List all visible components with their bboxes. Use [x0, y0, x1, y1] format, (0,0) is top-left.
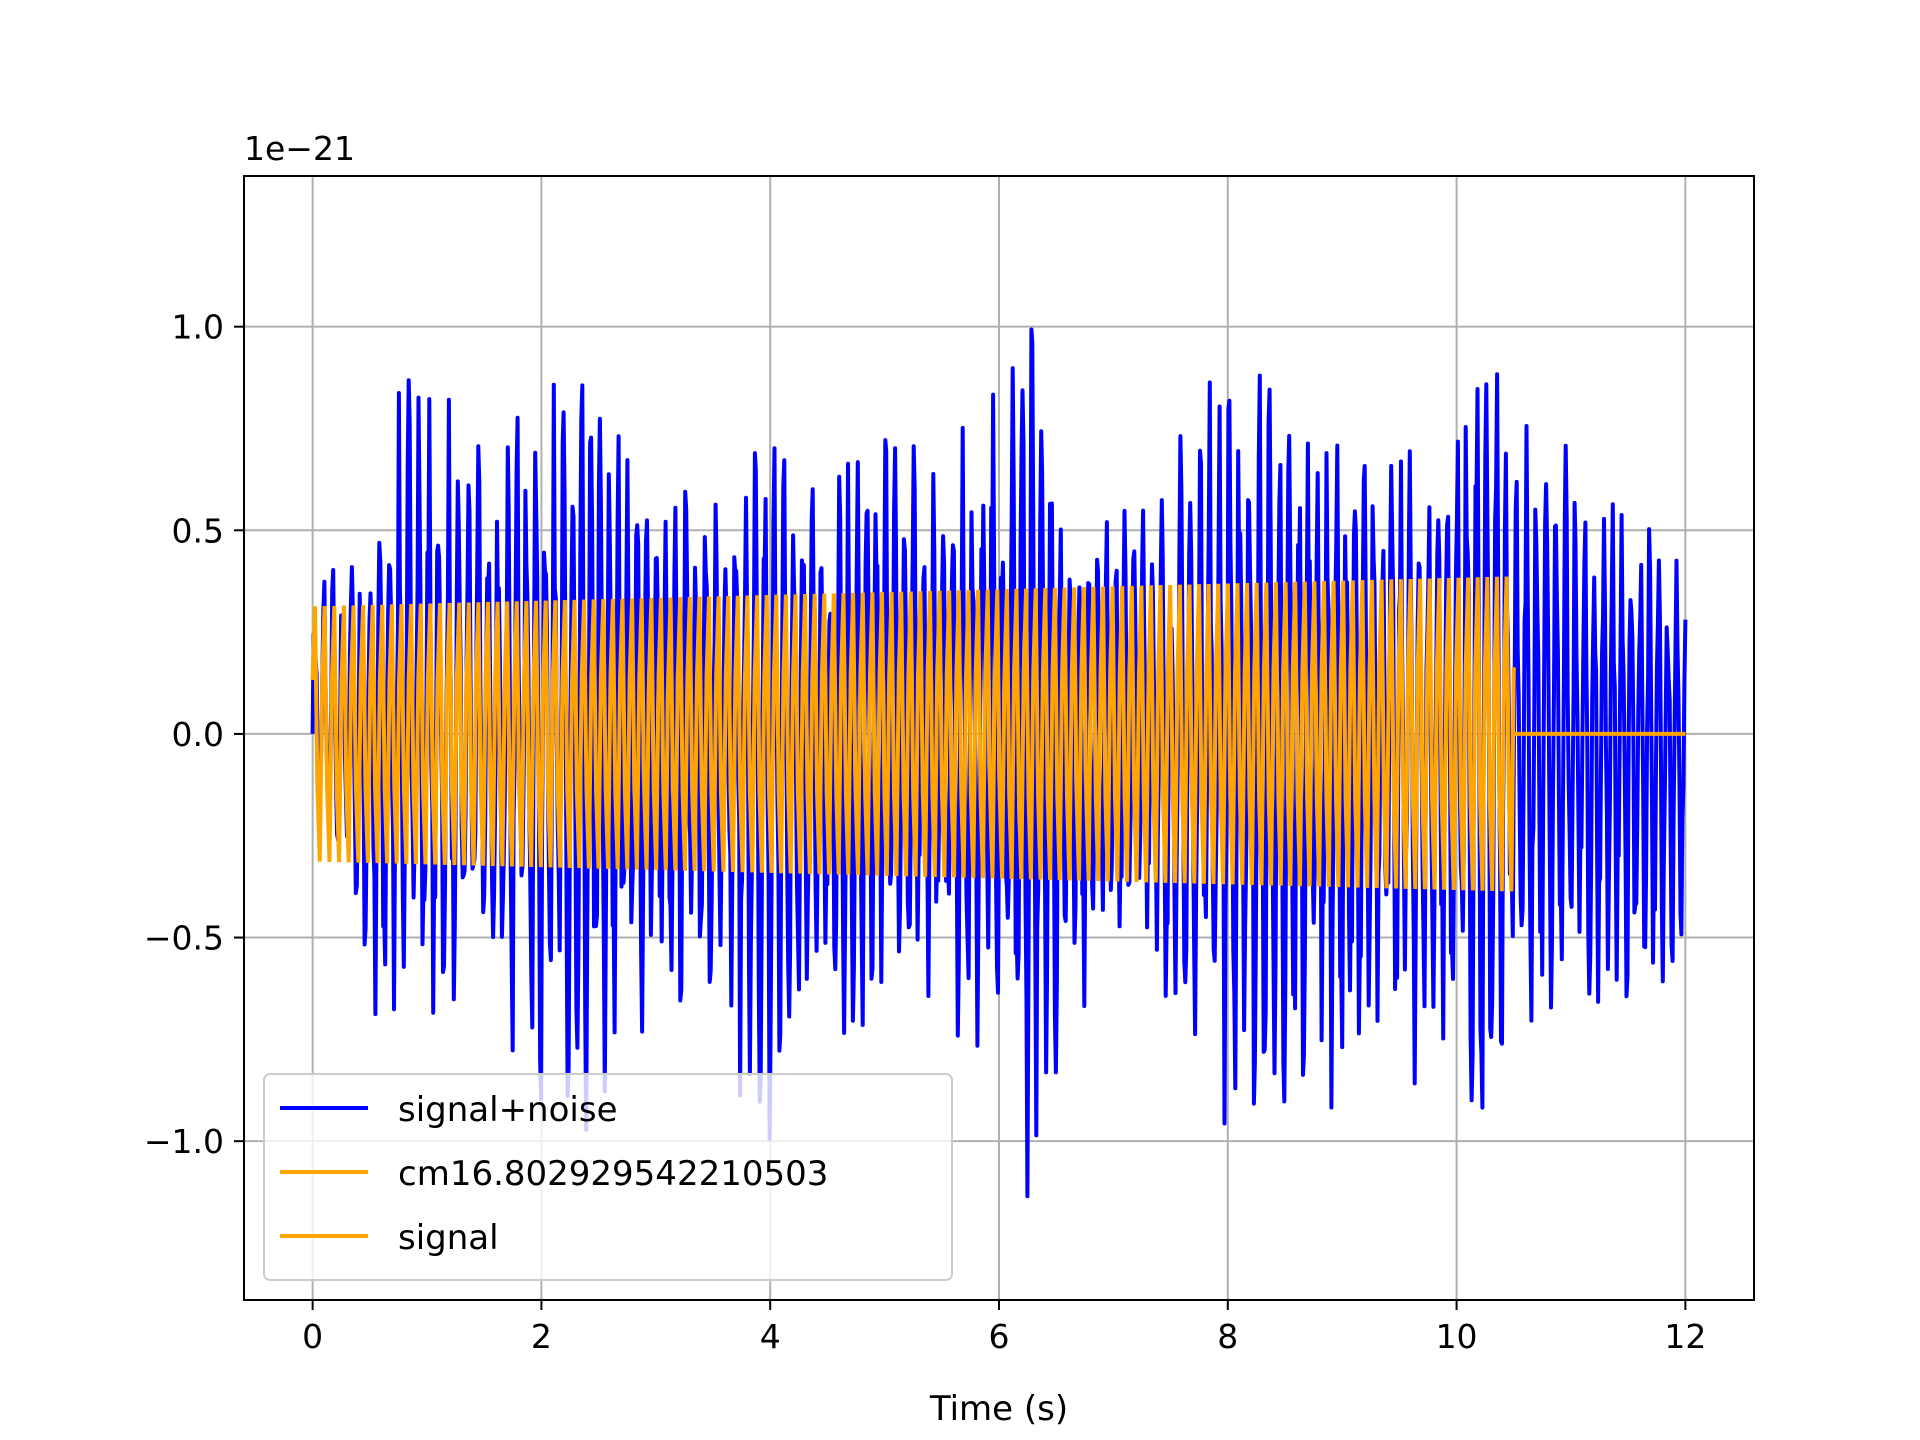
x-tick-label: 6	[989, 1317, 1010, 1356]
series-layer	[310, 327, 1688, 1199]
y-tick-label: −1.0	[144, 1122, 224, 1161]
x-axis-label: Time (s)	[929, 1389, 1068, 1429]
x-tick-label: 0	[302, 1317, 323, 1356]
x-tick-label: 12	[1664, 1317, 1706, 1356]
x-tick-label: 8	[1217, 1317, 1238, 1356]
y-tick-label: 1.0	[172, 308, 224, 347]
series-cm	[310, 576, 1516, 892]
y-tick-label: −0.5	[144, 919, 224, 958]
x-tick-label: 10	[1436, 1317, 1478, 1356]
legend-label-signal-noise: signal+noise	[398, 1090, 618, 1130]
legend: signal+noise cm16.802929542210503 signal	[263, 1073, 953, 1281]
x-tick-label: 4	[760, 1317, 781, 1356]
tick-layer: 0 2 4 6 8 10 12 −1.0 −0.5 0.0 0.5 1.0	[144, 308, 1707, 1356]
legend-label-signal: signal	[398, 1218, 499, 1258]
y-tick-label: 0.0	[172, 715, 224, 754]
legend-frame	[263, 1073, 953, 1281]
legend-label-cm: cm16.802929542210503	[398, 1154, 828, 1194]
x-tick-label: 2	[531, 1317, 552, 1356]
y-tick-label: 0.5	[172, 511, 224, 550]
y-offset-label: 1e−21	[244, 129, 355, 168]
